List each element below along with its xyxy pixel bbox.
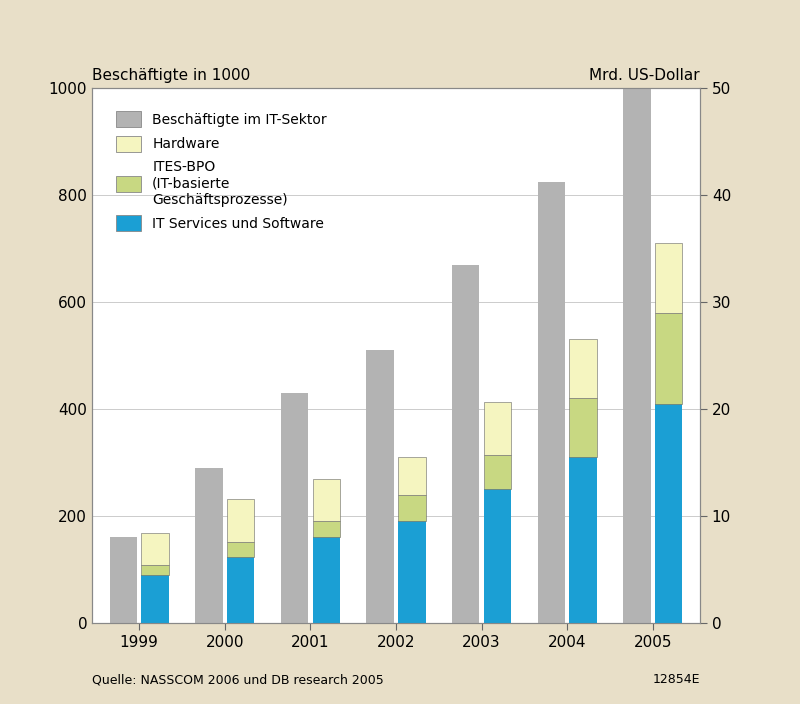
- Bar: [142, 565, 169, 575]
- Bar: [313, 537, 340, 623]
- Bar: [227, 541, 254, 557]
- Bar: [195, 468, 222, 623]
- Bar: [398, 457, 426, 495]
- Bar: [142, 575, 169, 623]
- Bar: [570, 457, 597, 623]
- Bar: [655, 313, 682, 403]
- Bar: [570, 339, 597, 398]
- Bar: [623, 77, 650, 623]
- Bar: [227, 557, 254, 623]
- Bar: [452, 265, 479, 623]
- Bar: [398, 522, 426, 623]
- Bar: [655, 243, 682, 313]
- Bar: [655, 403, 682, 623]
- Bar: [313, 479, 340, 522]
- Bar: [484, 401, 511, 455]
- Text: 12854E: 12854E: [653, 674, 700, 686]
- Bar: [110, 537, 137, 623]
- Bar: [227, 499, 254, 541]
- Bar: [281, 393, 308, 623]
- Text: Quelle: NASSCOM 2006 und DB research 2005: Quelle: NASSCOM 2006 und DB research 200…: [92, 674, 384, 686]
- Bar: [142, 533, 169, 565]
- Bar: [484, 489, 511, 623]
- Bar: [398, 495, 426, 522]
- Bar: [570, 398, 597, 457]
- Bar: [484, 455, 511, 489]
- Legend: Beschäftigte im IT-Sektor, Hardware, ITES-BPO
(IT-basierte
Geschäftsprozesse), I: Beschäftigte im IT-Sektor, Hardware, ITE…: [105, 100, 338, 242]
- Bar: [366, 350, 394, 623]
- Text: Beschäftigte in 1000: Beschäftigte in 1000: [92, 68, 250, 83]
- Bar: [538, 182, 565, 623]
- Bar: [313, 522, 340, 537]
- Text: Mrd. US-Dollar: Mrd. US-Dollar: [590, 68, 700, 83]
